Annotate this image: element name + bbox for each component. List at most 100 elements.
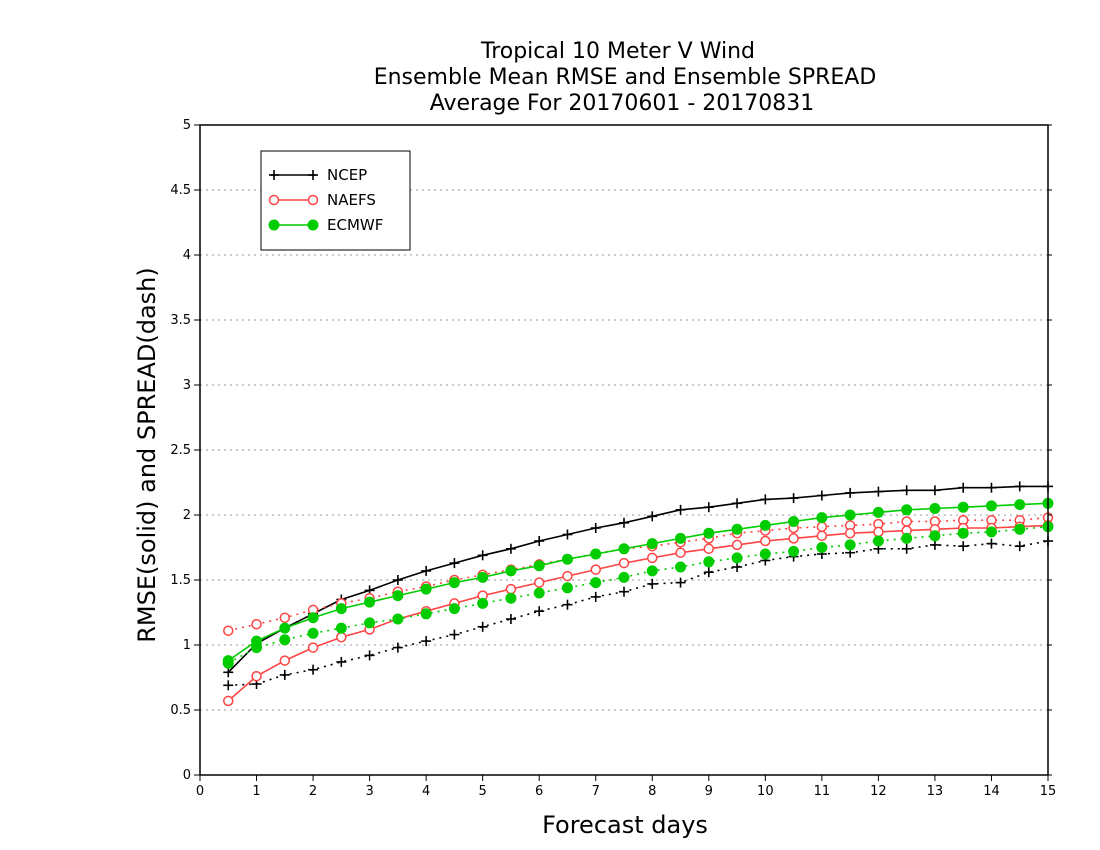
- ecmwf-spread-point-5: [364, 617, 376, 629]
- ecmwf-spread-point-26: [957, 527, 969, 539]
- ncep-spread-point-24: [901, 543, 912, 554]
- ecmwf-rmse-point-1: [251, 635, 263, 647]
- naefs-rmse-point-0: [223, 695, 234, 707]
- naefs-rmse-point-10: [505, 583, 517, 595]
- ncep-spread-point-8: [449, 629, 460, 640]
- ecmwf-spread-point-6: [392, 613, 404, 625]
- legend-marker-left-ncep: [269, 170, 279, 180]
- x-tick-label-15: 15: [1040, 784, 1057, 799]
- ncep-rmse-point-17: [703, 502, 714, 513]
- ncep-rmse-point-20: [788, 493, 799, 504]
- x-tick-label-6: 6: [535, 784, 543, 799]
- x-tick-label-14: 14: [983, 784, 1000, 799]
- x-tick-label-8: 8: [648, 784, 656, 799]
- ecmwf-rmse-point-2: [279, 622, 291, 634]
- ncep-spread-point-17: [703, 567, 714, 578]
- ecmwf-rmse-point-12: [561, 553, 573, 565]
- naefs-rmse-point-21: [816, 530, 828, 542]
- naefs-rmse-point-17: [703, 543, 715, 555]
- ncep-rmse-point-8: [449, 558, 460, 569]
- y-tick-label-8: 4: [183, 248, 191, 263]
- y-tick-label-10: 5: [183, 118, 191, 133]
- ncep-spread-point-25: [929, 539, 940, 550]
- ncep-rmse-point-16: [675, 504, 686, 515]
- ecmwf-spread-line: [227, 525, 1049, 664]
- x-tick-label-7: 7: [592, 784, 600, 799]
- legend-marker-right-naefs: [307, 194, 319, 206]
- ecmwf-rmse-point-7: [420, 583, 432, 595]
- ecmwf-rmse-point-16: [675, 532, 687, 544]
- naefs-spread-point-1: [251, 618, 262, 630]
- naefs-rmse-point-12: [562, 570, 573, 582]
- ncep-spread-point-2: [279, 669, 290, 680]
- ncep-rmse-point-18: [732, 498, 743, 509]
- ncep-rmse-point-14: [619, 517, 629, 528]
- ecmwf-spread-point-14: [618, 571, 630, 583]
- naefs-rmse-point-2: [279, 655, 291, 666]
- legend-label-ecmwf: ECMWF: [327, 216, 383, 234]
- chart-title-line-3: Average For 20170601 - 20170831: [430, 91, 815, 116]
- ecmwf-rmse-point-0: [222, 655, 234, 667]
- ecmwf-spread-point-9: [477, 597, 489, 609]
- ncep-rmse-point-12: [562, 529, 573, 540]
- naefs-rmse-point-11: [533, 577, 545, 588]
- ncep-spread-point-14: [619, 586, 629, 597]
- ncep-rmse-point-11: [534, 536, 545, 546]
- ecmwf-spread-point-7: [420, 608, 432, 620]
- naefs-rmse-point-15: [647, 552, 658, 564]
- ecmwf-spread-point-28: [1014, 523, 1026, 535]
- ecmwf-spread-point-20: [788, 545, 800, 557]
- legend-label-naefs: NAEFS: [327, 191, 376, 209]
- ncep-spread-point-11: [534, 606, 545, 617]
- ecmwf-rmse-point-22: [844, 509, 856, 521]
- ecmwf-rmse-point-24: [901, 504, 913, 516]
- y-tick-label-4: 2: [183, 508, 191, 523]
- naefs-spread-point-0: [223, 625, 234, 636]
- ecmwf-rmse-point-3: [307, 612, 319, 624]
- ncep-rmse-point-21: [816, 490, 827, 501]
- x-tick-label-13: 13: [927, 784, 944, 799]
- ecmwf-spread-point-23: [872, 535, 884, 547]
- x-tick-label-10: 10: [757, 784, 774, 799]
- ncep-spread-point-3: [308, 664, 319, 675]
- ncep-spread-point-9: [477, 621, 488, 632]
- ncep-spread-point-28: [1014, 541, 1025, 552]
- y-tick-label-2: 1: [183, 638, 191, 653]
- ecmwf-spread-point-19: [759, 548, 771, 560]
- naefs-rmse-point-4: [336, 631, 347, 643]
- x-axis-label: Forecast days: [542, 811, 708, 839]
- ncep-spread-point-6: [392, 642, 403, 653]
- naefs-rmse-line: [227, 524, 1049, 702]
- naefs-rmse-point-14: [618, 557, 630, 569]
- ncep-rmse-point-0: [223, 667, 234, 678]
- ncep-rmse-point-13: [590, 523, 601, 533]
- naefs-rmse-point-19: [760, 535, 771, 547]
- ecmwf-rmse-point-25: [929, 503, 941, 514]
- ecmwf-rmse-point-27: [985, 500, 997, 512]
- ncep-rmse-point-25: [929, 485, 940, 496]
- ncep-rmse-point-15: [647, 511, 658, 522]
- ecmwf-rmse-point-17: [703, 527, 715, 539]
- x-tick-label-9: 9: [705, 784, 713, 799]
- ecmwf-spread-point-22: [844, 539, 856, 551]
- ecmwf-rmse-point-28: [1014, 499, 1026, 511]
- ecmwf-rmse-point-19: [759, 519, 771, 531]
- naefs-rmse-point-20: [788, 533, 799, 544]
- x-tick-label-2: 2: [309, 784, 317, 799]
- y-tick-label-6: 3: [183, 378, 191, 393]
- x-tick-label-5: 5: [479, 784, 487, 799]
- x-tick-label-1: 1: [252, 784, 260, 799]
- ecmwf-spread-point-3: [307, 627, 319, 639]
- ecmwf-spread-point-13: [590, 577, 602, 589]
- ecmwf-rmse-point-11: [533, 560, 545, 572]
- naefs-rmse-point-23: [873, 526, 884, 538]
- ncep-rmse-point-19: [760, 494, 771, 505]
- ecmwf-spread-point-2: [279, 634, 291, 646]
- ecmwf-rmse-line: [227, 502, 1049, 662]
- y-tick-label-1: 0.5: [170, 703, 191, 718]
- ecmwf-rmse-point-15: [646, 538, 658, 550]
- ncep-spread-point-15: [647, 578, 658, 589]
- ecmwf-rmse-point-8: [448, 577, 460, 589]
- grid: [200, 189, 1048, 711]
